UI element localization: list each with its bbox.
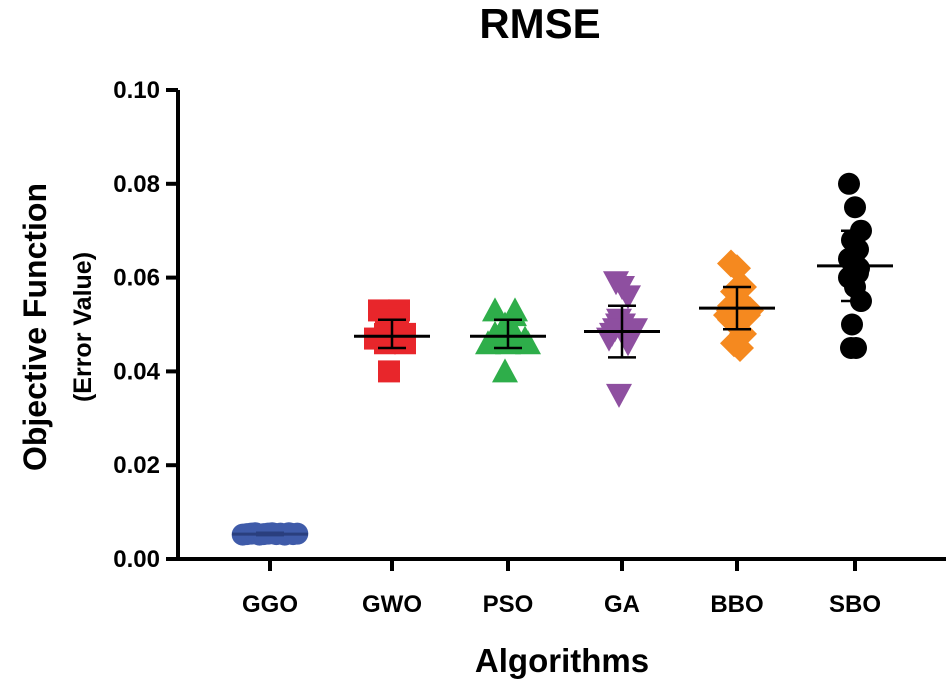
y-tick-label: 0.02 xyxy=(113,452,160,479)
chart-title: RMSE xyxy=(479,0,600,47)
data-point-ga xyxy=(596,327,622,352)
x-axis-label: Algorithms xyxy=(475,642,649,679)
error-bars xyxy=(232,229,893,537)
x-tick-label-ggo: GGO xyxy=(242,591,298,618)
data-point-pso xyxy=(492,358,518,383)
y-tick-label: 0.10 xyxy=(113,77,160,104)
data-point-ga xyxy=(606,383,632,408)
x-tick-label-pso: PSO xyxy=(483,591,534,618)
y-axis-label: Objective Function xyxy=(17,183,53,471)
data-point-ga xyxy=(615,285,641,310)
data-point-sbo xyxy=(844,196,866,219)
y-tick-label: 0.00 xyxy=(113,546,160,573)
data-point-sbo xyxy=(845,336,867,359)
data-point-ga xyxy=(615,332,641,357)
data-point-bbo xyxy=(726,333,754,362)
data-point-gwo xyxy=(378,360,400,383)
data-points xyxy=(231,172,872,546)
x-tick-label-ga: GA xyxy=(604,591,640,618)
y-ticks: 0.00 0.02 0.04 0.06 0.08 0.10 xyxy=(113,77,178,573)
x-tick-label-gwo: GWO xyxy=(362,591,422,618)
y-axis-sublabel: (Error Value) xyxy=(69,252,97,402)
y-tick-label: 0.06 xyxy=(113,265,160,292)
x-ticks: GGO GWO PSO GA BBO SBO xyxy=(242,559,881,618)
x-tick-label-sbo: SBO xyxy=(829,591,881,618)
y-tick-label: 0.04 xyxy=(113,358,160,385)
data-point-sbo xyxy=(838,172,860,195)
data-point-sbo xyxy=(841,313,863,336)
data-point-pso xyxy=(482,297,508,322)
x-tick-label-bbo: BBO xyxy=(710,591,763,618)
y-tick-label: 0.08 xyxy=(113,171,160,198)
axes xyxy=(176,90,946,561)
